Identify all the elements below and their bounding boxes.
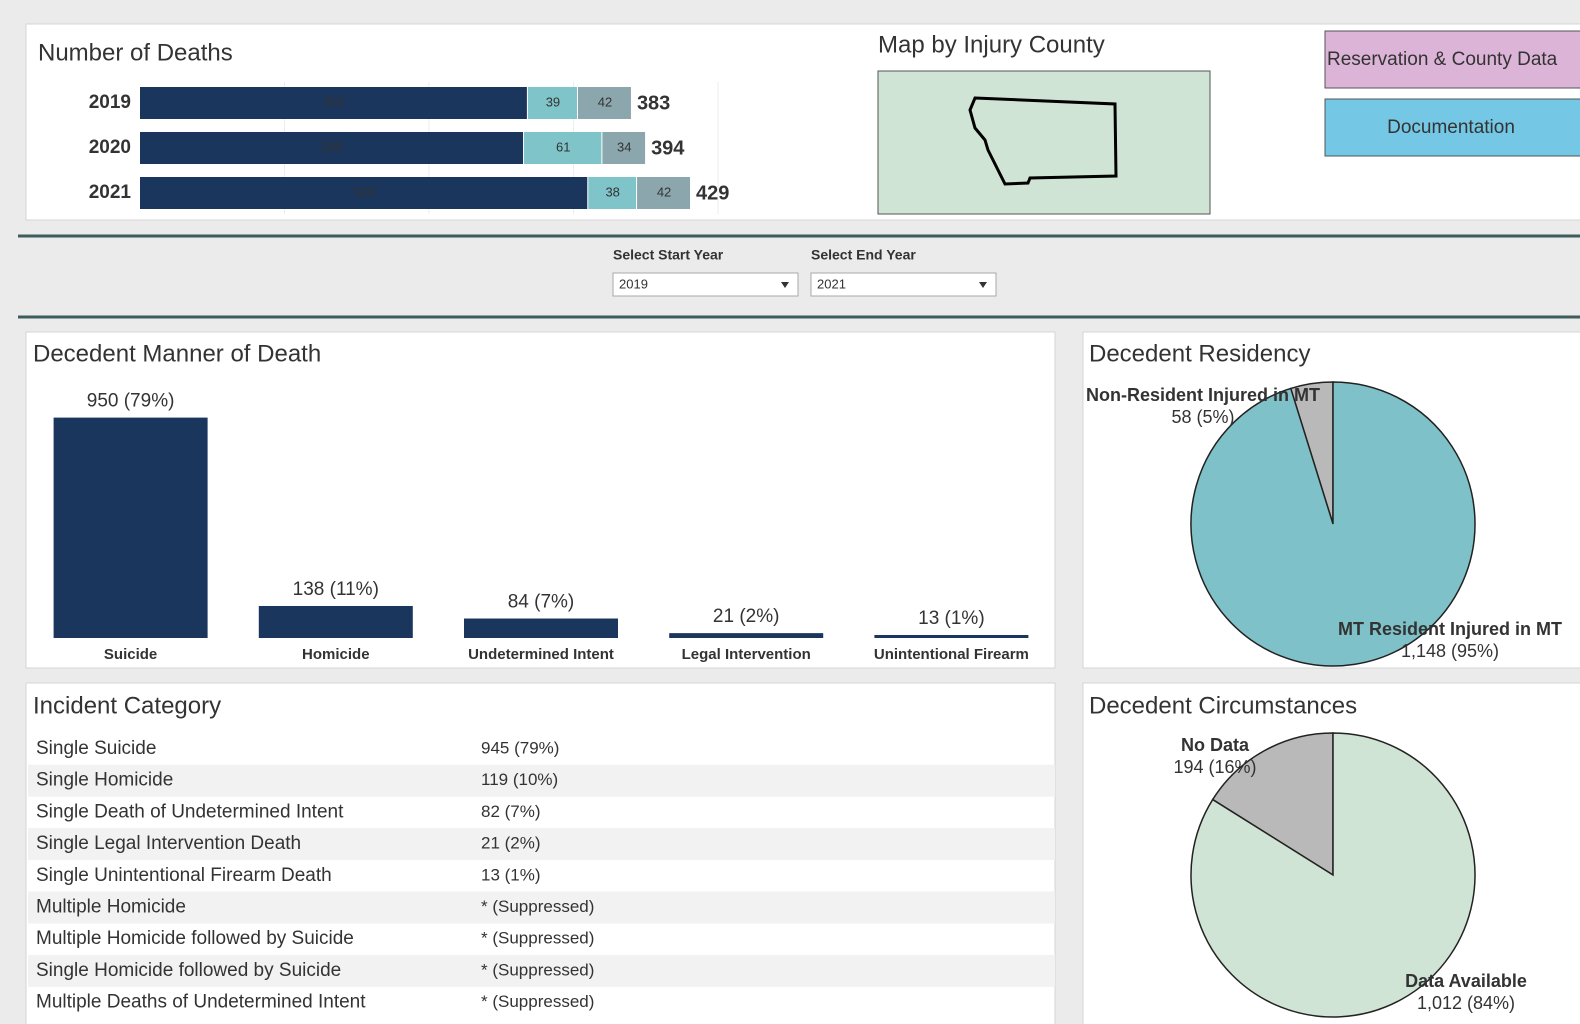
- map[interactable]: [877, 70, 1211, 215]
- row-value: 119 (10%): [481, 770, 558, 789]
- data-label: 21 (2%): [713, 606, 780, 627]
- total-label: 383: [637, 92, 670, 114]
- y-tick-label: 2020: [89, 137, 131, 158]
- bar-segment: [140, 177, 588, 209]
- pie-slice: [1211, 732, 1334, 877]
- data-label: 42: [598, 94, 612, 109]
- button[interactable]: [1324, 98, 1580, 157]
- total-label: 394: [651, 137, 685, 159]
- bar: [53, 417, 208, 638]
- data-label: 349: [353, 184, 375, 199]
- map-title: Map by Injury County: [878, 31, 1105, 58]
- data-label: 950 (79%): [87, 391, 175, 412]
- filter-label: Select End Year: [811, 247, 916, 263]
- row-band: [28, 891, 1055, 924]
- state-outline: [968, 96, 1118, 186]
- row-label: Multiple Homicide followed by Suicide: [36, 928, 354, 949]
- dropdown-value: 2021: [817, 276, 846, 291]
- row-band: [28, 828, 1055, 861]
- bar-segment: [524, 132, 602, 164]
- slice-value: 1,012 (84%): [1417, 993, 1515, 1013]
- slice-label: No Data: [1181, 735, 1250, 755]
- slice-label: Non-Resident Injured in MT: [1086, 385, 1320, 405]
- x-tick-label: Unintentional Firearm: [874, 646, 1029, 663]
- data-label: 13 (1%): [918, 608, 985, 629]
- row-value: * (Suppressed): [481, 929, 594, 948]
- data-label: 299: [321, 139, 343, 154]
- row-value: 82 (7%): [481, 802, 541, 821]
- row-label: Single Homicide: [36, 770, 173, 791]
- data-label: 38: [605, 184, 619, 199]
- dropdown-arrow: [781, 282, 789, 288]
- bar: [464, 618, 618, 638]
- bar: [874, 634, 1029, 638]
- data-label: 84 (7%): [508, 592, 575, 613]
- y-tick-label: 2021: [89, 182, 132, 203]
- data-label: 138 (11%): [293, 579, 379, 600]
- chart-title: Decedent Residency: [1089, 340, 1310, 367]
- button-label: Documentation: [1387, 117, 1515, 138]
- row-band: [28, 764, 1055, 797]
- x-tick-label: Suicide: [104, 646, 157, 663]
- data-label: 39: [546, 94, 560, 109]
- row-band: [28, 954, 1055, 987]
- dropdown-arrow: [979, 282, 987, 288]
- slice-label: MT Resident Injured in MT: [1338, 619, 1562, 639]
- chart-title: Decedent Manner of Death: [33, 340, 321, 367]
- row-value: 21 (2%): [481, 834, 541, 853]
- bar-segment: [527, 87, 577, 119]
- bar-segment: [588, 177, 637, 209]
- button-label: Reservation & County Data: [1327, 49, 1558, 70]
- table-title: Incident Category: [33, 692, 221, 719]
- button[interactable]: [1324, 30, 1580, 89]
- bar-segment: [140, 87, 527, 119]
- x-tick-label: Undetermined Intent: [468, 646, 614, 663]
- slice-label: Data Available: [1405, 971, 1527, 991]
- total-label: 429: [696, 182, 729, 204]
- row-label: Multiple Deaths of Undetermined Intent: [36, 992, 366, 1013]
- row-label: Single Death of Undetermined Intent: [36, 801, 344, 822]
- y-tick-label: 2019: [89, 92, 131, 113]
- bar-segment: [637, 177, 691, 209]
- row-value: 13 (1%): [481, 865, 541, 884]
- row-label: Single Unintentional Firearm Death: [36, 865, 332, 886]
- dropdown-value: 2019: [619, 276, 648, 291]
- row-label: Multiple Homicide: [36, 897, 186, 918]
- row-value: * (Suppressed): [481, 897, 594, 916]
- bar: [258, 605, 413, 638]
- bar-segment: [577, 87, 631, 119]
- dropdown[interactable]: [810, 272, 997, 297]
- data-label: 302: [323, 94, 345, 109]
- row-value: * (Suppressed): [481, 960, 594, 979]
- bar-segment: [602, 132, 646, 164]
- dropdown[interactable]: [612, 272, 799, 297]
- chart-title: Number of Deaths: [38, 39, 233, 66]
- slice-value: 194 (16%): [1173, 757, 1256, 777]
- row-label: Single Homicide followed by Suicide: [36, 960, 341, 981]
- bar: [669, 633, 824, 638]
- slice-value: 1,148 (95%): [1401, 641, 1499, 661]
- slice-value: 58 (5%): [1171, 407, 1234, 427]
- chart-title: Decedent Circumstances: [1089, 692, 1357, 719]
- row-value: 945 (79%): [481, 738, 559, 757]
- data-label: 42: [657, 184, 671, 199]
- x-tick-label: Homicide: [302, 646, 370, 663]
- row-label: Single Legal Intervention Death: [36, 833, 301, 854]
- data-label: 61: [556, 139, 570, 154]
- pie-slice: [1190, 732, 1476, 1018]
- filter-label: Select Start Year: [613, 247, 724, 263]
- bar-segment: [140, 132, 524, 164]
- data-label: 34: [617, 139, 631, 154]
- row-label: Single Suicide: [36, 738, 156, 759]
- x-tick-label: Legal Intervention: [682, 646, 811, 663]
- pie-slice: [1190, 381, 1476, 667]
- row-value: * (Suppressed): [481, 992, 594, 1011]
